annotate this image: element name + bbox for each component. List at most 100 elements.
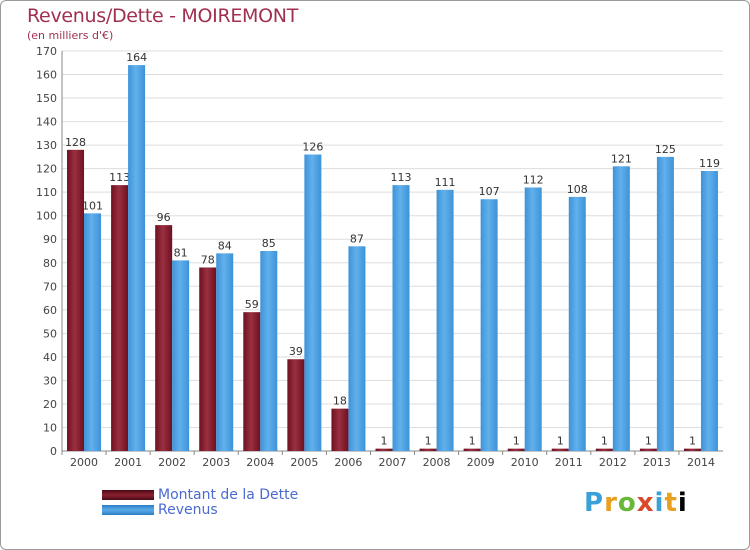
x-tick-label: 2013 xyxy=(643,456,671,469)
revenue-bar xyxy=(128,65,146,451)
y-tick-label: 140 xyxy=(36,116,57,129)
revenue-value-label: 111 xyxy=(435,176,456,189)
revenue-bar xyxy=(656,156,674,451)
debt-bar xyxy=(419,448,437,451)
revenue-value-label: 108 xyxy=(567,183,588,196)
revenue-bar xyxy=(700,171,718,451)
y-tick-label: 70 xyxy=(43,280,57,293)
legend-swatch-revenue xyxy=(102,505,154,515)
debt-bar xyxy=(375,448,393,451)
revenue-value-label: 85 xyxy=(262,237,276,250)
revenue-bar xyxy=(436,189,454,451)
y-tick-label: 90 xyxy=(43,233,57,246)
revenue-value-label: 81 xyxy=(174,246,188,259)
revenue-value-label: 125 xyxy=(655,143,676,156)
debt-value-label: 113 xyxy=(109,171,130,184)
x-tick-label: 2010 xyxy=(511,456,539,469)
x-tick-label: 2004 xyxy=(246,456,274,469)
debt-value-label: 128 xyxy=(65,136,86,149)
y-tick-label: 20 xyxy=(43,398,57,411)
x-tick-label: 2014 xyxy=(687,456,715,469)
debt-bar xyxy=(111,185,129,451)
debt-value-label: 1 xyxy=(469,435,476,448)
debt-value-label: 1 xyxy=(645,435,652,448)
debt-bar xyxy=(507,448,525,451)
y-tick-label: 0 xyxy=(50,445,57,458)
revenue-bar xyxy=(524,187,542,451)
legend-label-revenue: Revenus xyxy=(158,502,218,518)
revenue-value-label: 121 xyxy=(611,152,632,165)
revenue-bar xyxy=(348,246,366,451)
revenue-bar xyxy=(480,199,498,451)
y-tick-label: 170 xyxy=(36,45,57,58)
revenue-value-label: 126 xyxy=(302,141,323,154)
revenue-value-label: 119 xyxy=(699,157,720,170)
debt-bar xyxy=(67,149,85,451)
proxiti-logo: Proxiti xyxy=(584,488,688,518)
legend-item-revenue: Revenus xyxy=(102,502,218,518)
chart-title: Revenus/Dette - MOIREMONT xyxy=(27,5,299,27)
debt-value-label: 1 xyxy=(557,435,564,448)
x-tick-label: 2006 xyxy=(334,456,362,469)
x-tick-label: 2001 xyxy=(114,456,142,469)
revenue-bar xyxy=(392,185,410,451)
debt-value-label: 1 xyxy=(425,435,432,448)
revenue-value-label: 84 xyxy=(218,239,232,252)
revenue-bar xyxy=(568,196,586,451)
x-tick-label: 2012 xyxy=(599,456,627,469)
debt-value-label: 96 xyxy=(157,211,171,224)
debt-bar xyxy=(155,225,173,451)
debt-value-label: 1 xyxy=(513,435,520,448)
debt-bar xyxy=(595,448,613,451)
y-tick-label: 160 xyxy=(36,69,57,82)
y-tick-label: 10 xyxy=(43,421,57,434)
y-tick-label: 60 xyxy=(43,304,57,317)
y-tick-label: 150 xyxy=(36,92,57,105)
debt-bar xyxy=(551,448,569,451)
revenue-bar xyxy=(304,154,322,451)
x-tick-label: 2009 xyxy=(467,456,495,469)
y-tick-label: 30 xyxy=(43,374,57,387)
debt-bar xyxy=(463,448,481,451)
x-tick-label: 2008 xyxy=(423,456,451,469)
y-tick-label: 80 xyxy=(43,257,57,270)
revenue-value-label: 107 xyxy=(479,185,500,198)
revenue-value-label: 87 xyxy=(350,232,364,245)
debt-bar xyxy=(199,267,217,451)
debt-bar xyxy=(243,312,261,451)
x-tick-label: 2007 xyxy=(379,456,407,469)
y-tick-label: 50 xyxy=(43,327,57,340)
debt-bar xyxy=(639,448,657,451)
x-tick-label: 2011 xyxy=(555,456,583,469)
legend-swatch-debt xyxy=(102,490,154,500)
debt-value-label: 1 xyxy=(689,435,696,448)
revenue-bar xyxy=(172,260,190,451)
debt-bar xyxy=(331,408,349,451)
y-tick-label: 110 xyxy=(36,186,57,199)
x-tick-label: 2002 xyxy=(158,456,186,469)
y-tick-label: 40 xyxy=(43,351,57,364)
revenue-value-label: 113 xyxy=(391,171,412,184)
debt-value-label: 18 xyxy=(333,395,347,408)
chart-subtitle: (en milliers d'€) xyxy=(27,29,114,42)
debt-value-label: 59 xyxy=(245,298,259,311)
y-tick-label: 120 xyxy=(36,163,57,176)
revenue-bar xyxy=(612,166,630,451)
legend-item-debt: Montant de la Dette xyxy=(102,487,298,503)
x-tick-label: 2005 xyxy=(290,456,318,469)
y-tick-label: 100 xyxy=(36,210,57,223)
revenue-bar xyxy=(84,213,102,451)
revenue-bar xyxy=(216,253,234,451)
debt-value-label: 1 xyxy=(381,435,388,448)
y-tick-label: 130 xyxy=(36,139,57,152)
revenue-bar xyxy=(260,251,278,451)
x-tick-label: 2003 xyxy=(202,456,230,469)
debt-bar xyxy=(287,359,305,451)
revenue-value-label: 101 xyxy=(82,199,103,212)
debt-value-label: 39 xyxy=(289,345,303,358)
x-tick-label: 2000 xyxy=(70,456,98,469)
debt-value-label: 78 xyxy=(201,253,215,266)
revenue-value-label: 112 xyxy=(523,173,544,186)
revenue-value-label: 164 xyxy=(126,51,147,64)
